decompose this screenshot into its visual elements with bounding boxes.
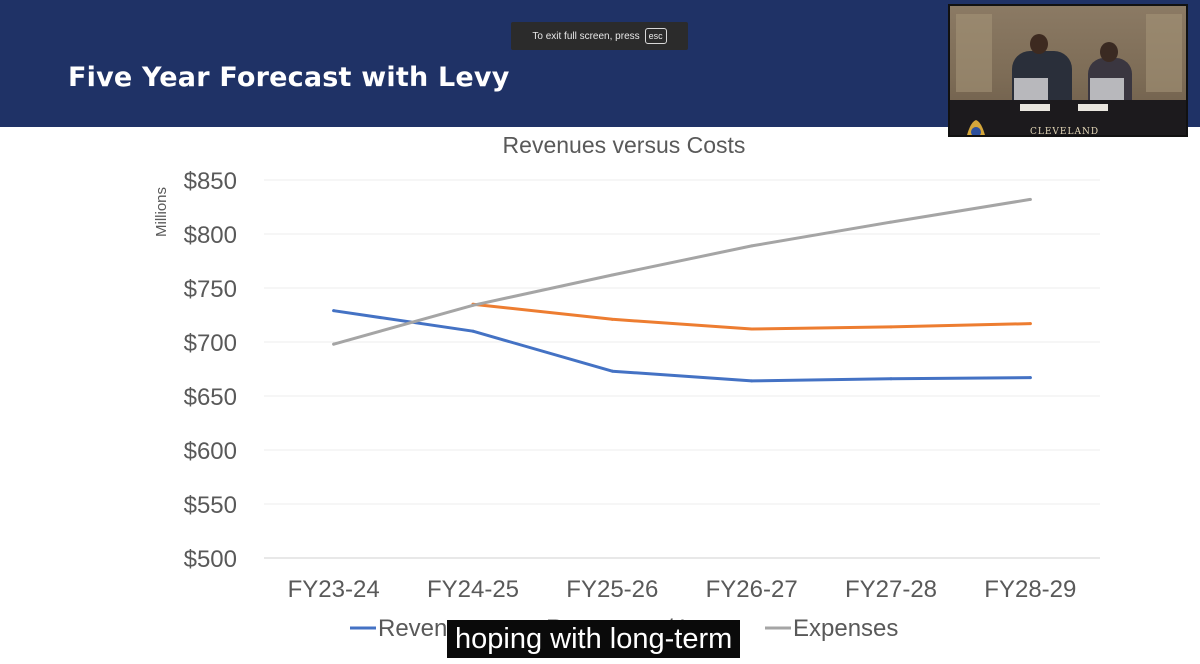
chart-gridlines bbox=[264, 179, 1100, 559]
data-point-revenues bbox=[471, 329, 475, 333]
webcam-wall-panel bbox=[1146, 14, 1182, 92]
y-tick-label: $800 bbox=[184, 222, 237, 249]
data-point-revenue-w-levy bbox=[610, 317, 614, 321]
y-tick-label: $650 bbox=[184, 384, 237, 411]
webcam-banner-text: CLEVELAND bbox=[1030, 127, 1100, 137]
y-axis-ticks: $500 $550 $600 $650 $700 $750 $800 $850 bbox=[184, 168, 237, 573]
webcam-wall-panel bbox=[956, 14, 992, 92]
y-tick-label: $700 bbox=[184, 330, 237, 357]
district-logo-icon bbox=[967, 120, 985, 135]
data-point-revenues bbox=[332, 309, 336, 313]
data-point-revenues bbox=[610, 369, 614, 373]
data-point-revenue-w-levy bbox=[750, 327, 754, 331]
data-point-expenses bbox=[610, 273, 614, 277]
x-tick-label: FY23-24 bbox=[288, 576, 380, 603]
subtitle-caption: hoping with long-term bbox=[447, 620, 741, 658]
x-tick-label: FY24-25 bbox=[427, 576, 519, 603]
data-point-revenues bbox=[750, 379, 754, 383]
chart-series bbox=[332, 197, 1032, 383]
data-point-revenues bbox=[1028, 376, 1032, 380]
webcam-person-speaker-head bbox=[1030, 34, 1048, 54]
chart-title: Revenues versus Costs bbox=[503, 132, 746, 158]
series-line-expenses bbox=[332, 197, 1032, 346]
fullscreen-exit-notice: To exit full screen, press esc bbox=[511, 22, 688, 50]
esc-key-hint: esc bbox=[644, 28, 667, 44]
data-point-expenses bbox=[1028, 197, 1032, 201]
x-tick-label: FY25-26 bbox=[566, 576, 658, 603]
y-tick-label: $600 bbox=[184, 438, 237, 465]
y-tick-label: $850 bbox=[184, 168, 237, 195]
webcam-name-plate bbox=[1020, 104, 1050, 111]
x-tick-label: FY27-28 bbox=[845, 576, 937, 603]
fullscreen-exit-text: To exit full screen, press bbox=[532, 30, 640, 42]
webcam-laptop bbox=[1090, 78, 1124, 100]
data-point-revenue-w-levy bbox=[889, 325, 893, 329]
webcam-person-colleague-head bbox=[1100, 42, 1118, 62]
data-point-revenues bbox=[889, 377, 893, 381]
data-point-expenses bbox=[332, 342, 336, 346]
data-point-expenses bbox=[889, 220, 893, 224]
data-point-expenses bbox=[471, 303, 475, 307]
webcam-laptop bbox=[1014, 78, 1048, 100]
webcam-name-plate bbox=[1078, 104, 1108, 111]
slide-title: Five Year Forecast with Levy bbox=[68, 62, 510, 93]
y-tick-label: $550 bbox=[184, 492, 237, 519]
y-tick-label: $500 bbox=[184, 546, 237, 573]
legend-label: Expenses bbox=[793, 615, 898, 642]
series-line-revenue-w-levy bbox=[471, 302, 1032, 331]
y-axis-label: Millions bbox=[153, 187, 170, 237]
webcam-desk bbox=[950, 100, 1186, 135]
x-tick-label: FY28-29 bbox=[984, 576, 1076, 603]
data-point-revenue-w-levy bbox=[1028, 322, 1032, 326]
y-tick-label: $750 bbox=[184, 276, 237, 303]
x-tick-label: FY26-27 bbox=[706, 576, 798, 603]
webcam-video-feed[interactable]: CLEVELAND bbox=[948, 4, 1188, 137]
series-line-revenues bbox=[332, 309, 1032, 383]
x-axis-ticks: FY23-24 FY24-25 FY25-26 FY26-27 FY27-28 FY28-… bbox=[288, 576, 1077, 603]
data-point-expenses bbox=[750, 244, 754, 248]
revenues-costs-chart: Revenues versus Costs Millions $500$550$… bbox=[153, 132, 1100, 642]
